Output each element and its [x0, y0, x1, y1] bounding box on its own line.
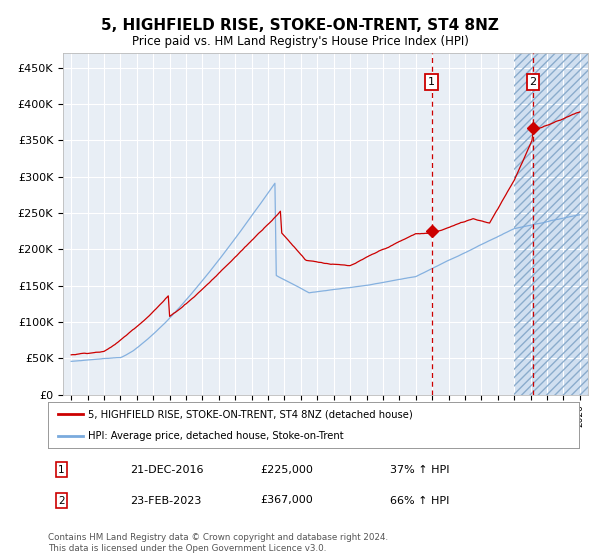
Text: 2: 2	[529, 77, 536, 87]
Text: £225,000: £225,000	[260, 465, 313, 475]
Text: 2: 2	[58, 496, 65, 506]
Text: 1: 1	[428, 77, 435, 87]
Text: 37% ↑ HPI: 37% ↑ HPI	[390, 465, 449, 475]
Text: HPI: Average price, detached house, Stoke-on-Trent: HPI: Average price, detached house, Stok…	[88, 431, 343, 441]
Text: 66% ↑ HPI: 66% ↑ HPI	[390, 496, 449, 506]
Text: 21-DEC-2016: 21-DEC-2016	[130, 465, 204, 475]
Text: Contains HM Land Registry data © Crown copyright and database right 2024.
This d: Contains HM Land Registry data © Crown c…	[48, 534, 388, 553]
Text: 23-FEB-2023: 23-FEB-2023	[130, 496, 202, 506]
Bar	[514, 53, 588, 395]
Text: 5, HIGHFIELD RISE, STOKE-ON-TRENT, ST4 8NZ (detached house): 5, HIGHFIELD RISE, STOKE-ON-TRENT, ST4 8…	[88, 409, 413, 419]
Text: 1: 1	[58, 465, 65, 475]
Bar	[514, 53, 588, 395]
Text: £367,000: £367,000	[260, 496, 313, 506]
Text: 5, HIGHFIELD RISE, STOKE-ON-TRENT, ST4 8NZ: 5, HIGHFIELD RISE, STOKE-ON-TRENT, ST4 8…	[101, 18, 499, 32]
Text: Price paid vs. HM Land Registry's House Price Index (HPI): Price paid vs. HM Land Registry's House …	[131, 35, 469, 49]
